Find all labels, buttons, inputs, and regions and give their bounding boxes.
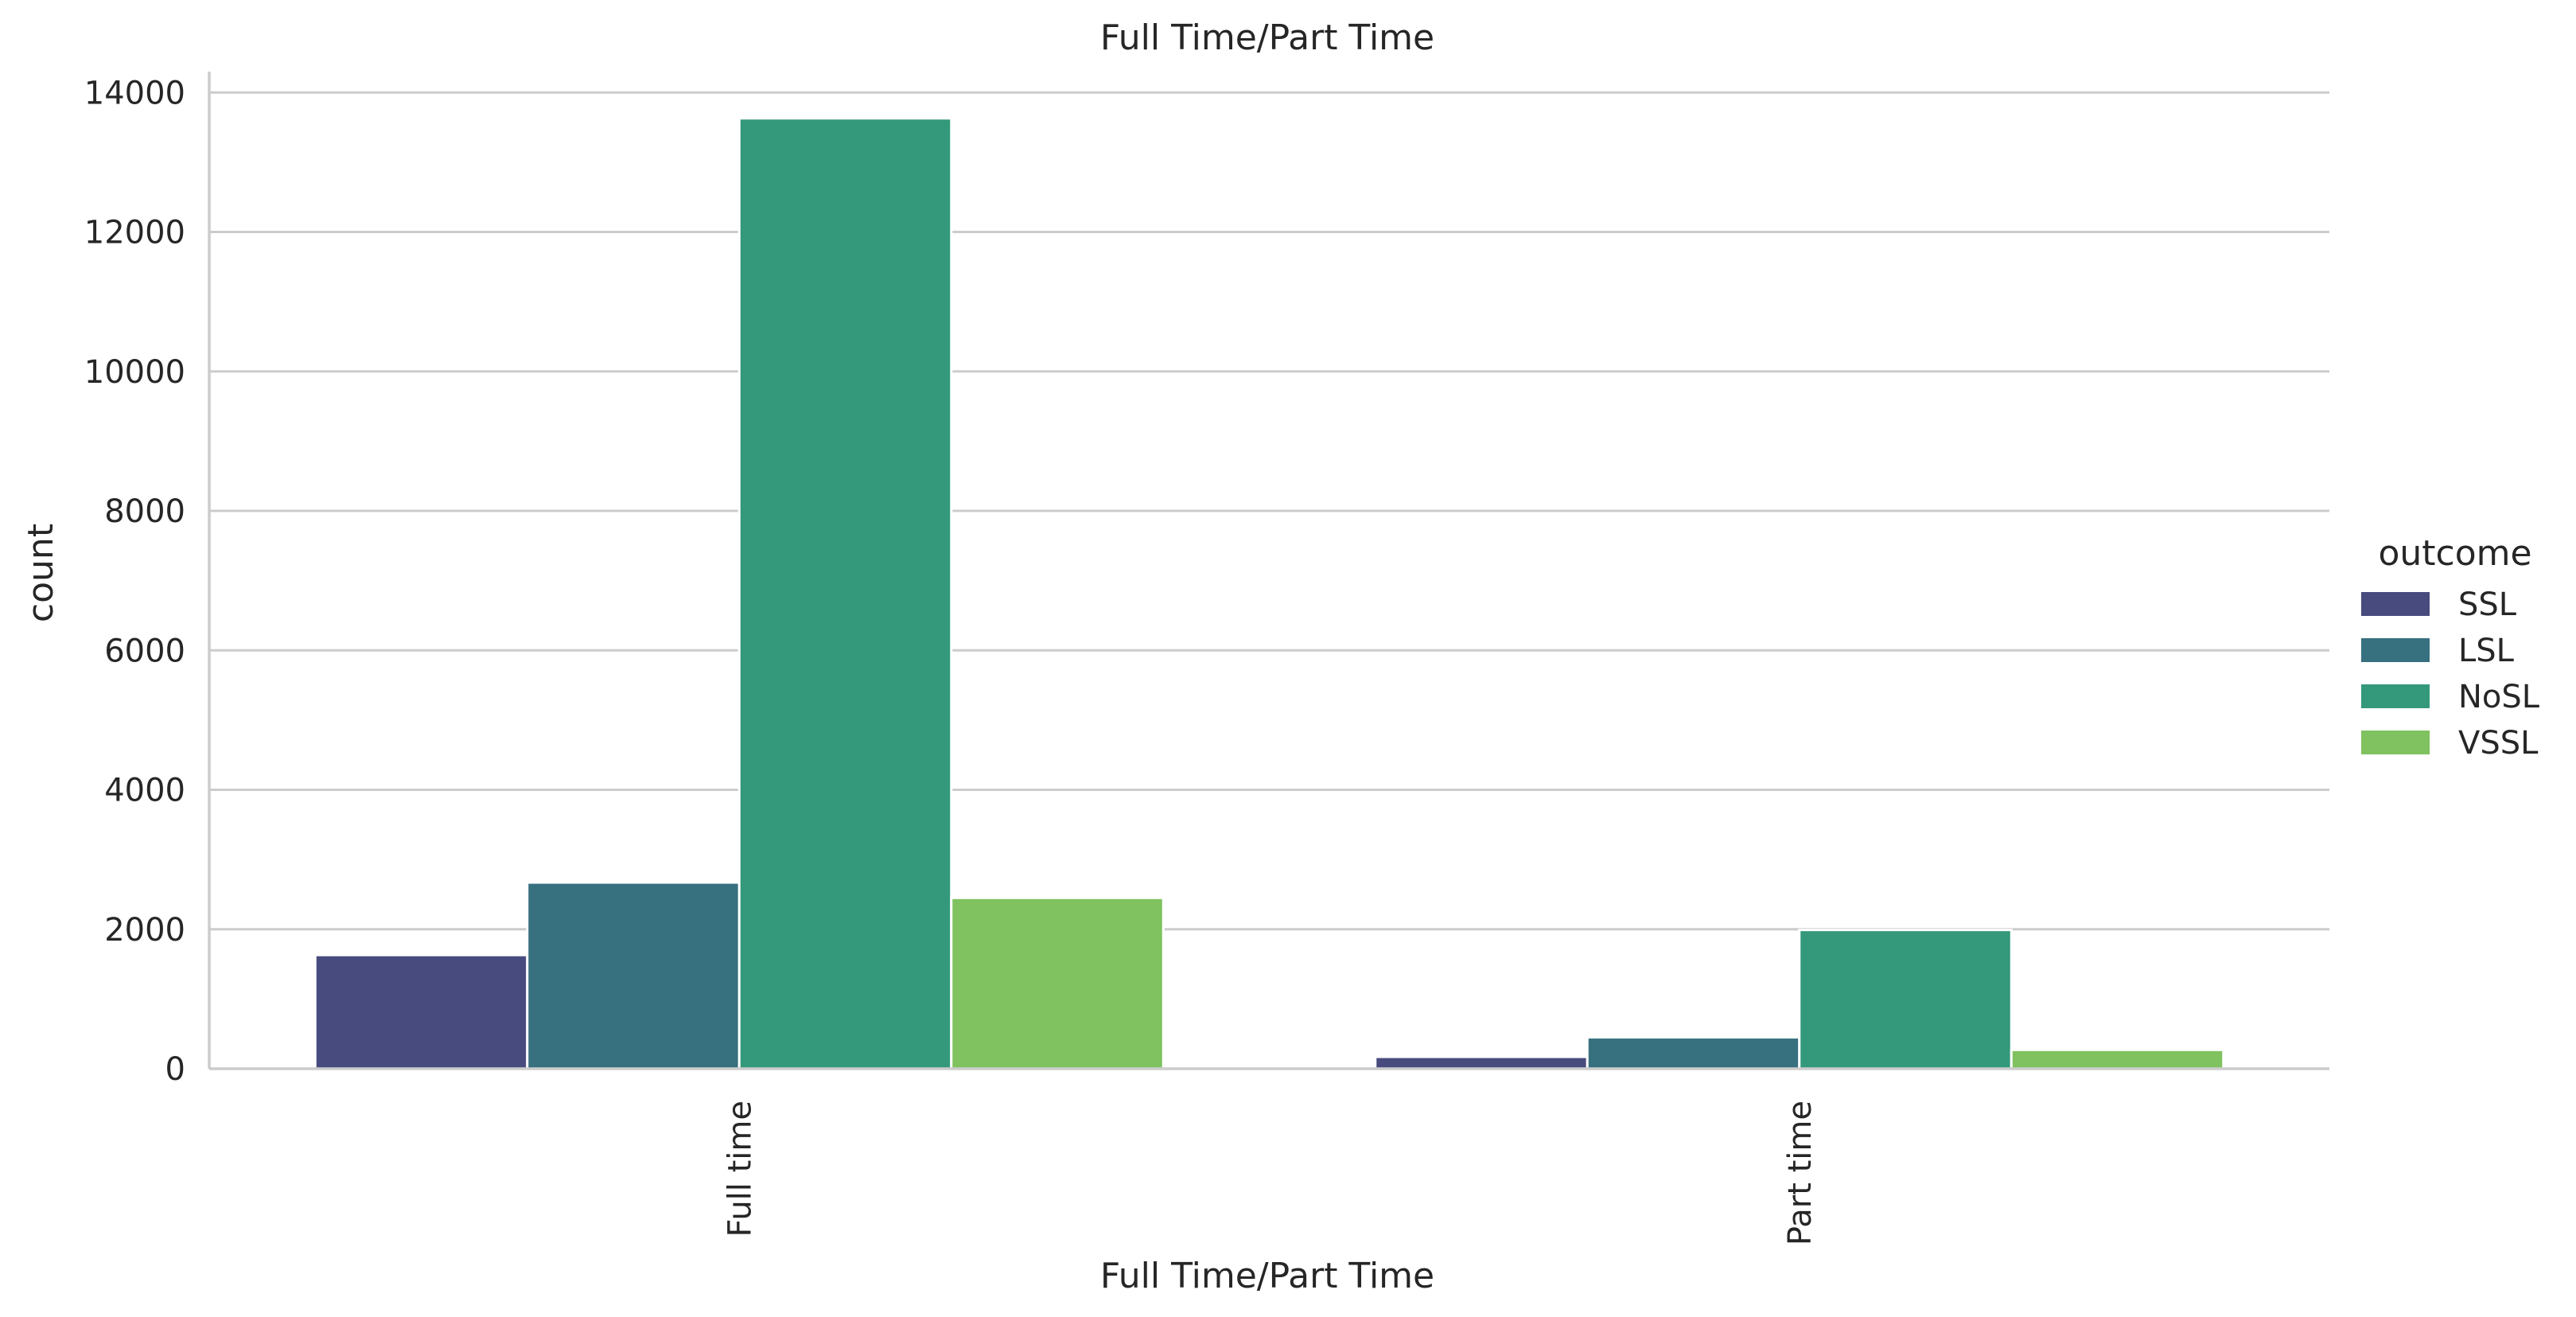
y-tick-label: 8000 [104,493,185,530]
y-tick-labels: 0 2000 4000 6000 8000 10000 12000 14000 [84,75,185,1088]
y-tick-label: 12000 [84,215,185,251]
legend-label-nosl: NoSL [2458,679,2540,715]
bars [313,117,2225,1070]
legend-title: outcome [2378,533,2531,574]
legend-swatch-vssl [2361,731,2430,754]
bar-vssl-full-time [950,896,1165,1070]
legend-swatch-ssl [2361,592,2430,616]
bar-ssl-full-time [313,953,529,1070]
y-tick-label: 14000 [84,75,185,111]
gridlines [209,91,2329,931]
y-tick-label: 4000 [104,773,185,809]
x-tick-label: Part time [1782,1101,1819,1245]
y-tick-label: 6000 [104,633,185,669]
bar-vssl-part-time [2010,1048,2225,1070]
y-tick-label: 2000 [104,912,185,949]
y-tick-label: 0 [165,1051,185,1088]
x-tick-labels: Full time Part time [722,1101,1819,1245]
legend-label-vssl: VSSL [2458,725,2539,762]
legend-swatch-nosl [2361,684,2430,708]
bar-ssl-part-time [1374,1055,1589,1070]
bar-nosl-part-time [1798,929,2013,1070]
axes [208,72,2329,1070]
x-tick-label: Full time [722,1101,758,1237]
legend-label-lsl: LSL [2458,633,2515,669]
y-tick-label: 10000 [84,354,185,391]
legend-label-ssl: SSL [2458,586,2517,623]
bar-lsl-full-time [526,881,741,1070]
legend-swatch-lsl [2361,638,2430,662]
y-axis-title: count [21,524,61,622]
bar-lsl-part-time [1586,1036,1801,1070]
chart-title: Full Time/Part Time [1100,18,1434,58]
x-axis-title: Full Time/Part Time [1100,1256,1434,1296]
bar-nosl-full-time [737,117,953,1070]
legend: outcome SSL LSL NoSL VSSL [2361,533,2540,762]
